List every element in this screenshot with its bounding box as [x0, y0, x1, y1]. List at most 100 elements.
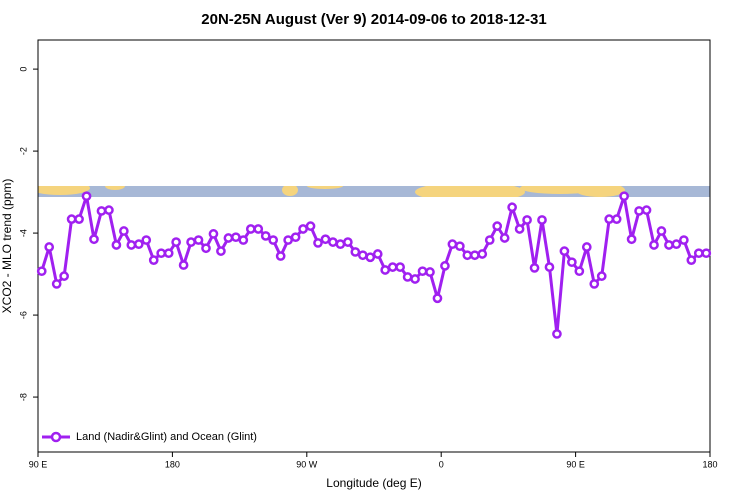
data-point — [36, 266, 47, 277]
data-point — [298, 224, 308, 234]
data-point — [514, 224, 525, 234]
data-point — [656, 226, 667, 236]
data-point — [559, 246, 570, 256]
data-point — [679, 235, 689, 245]
data-point — [544, 262, 555, 272]
data-point — [208, 229, 219, 239]
legend-label: Land (Nadir&Glint) and Ocean (Glint) — [76, 431, 257, 443]
data-point — [171, 237, 181, 247]
y-tick-label: 0 — [18, 67, 28, 72]
data-point — [626, 234, 637, 245]
data-point — [201, 243, 211, 254]
data-point — [484, 235, 495, 245]
data-point — [395, 262, 405, 272]
data-point — [51, 279, 62, 289]
data-point — [604, 214, 615, 224]
data-point — [567, 257, 577, 268]
data-point — [148, 255, 159, 265]
data-point — [156, 248, 167, 259]
data-point — [81, 191, 92, 202]
data-point — [574, 266, 585, 277]
x-tick-label: 90 W — [296, 459, 318, 469]
data-point — [372, 249, 383, 259]
x-axis-label: Longitude (deg E) — [326, 476, 421, 490]
data-point — [455, 241, 465, 252]
legend: Land (Nadir&Glint) and Ocean (Glint) — [42, 431, 257, 443]
data-point — [283, 235, 293, 245]
data-point — [522, 215, 532, 225]
data-point — [96, 206, 107, 216]
data-point — [462, 250, 473, 261]
data-point — [410, 274, 420, 284]
data-point — [178, 260, 189, 270]
data-point — [634, 206, 644, 216]
data-point — [119, 226, 129, 236]
data-point — [335, 239, 346, 250]
x-tick-label: 180 — [702, 459, 717, 469]
data-point — [417, 266, 428, 277]
data-point — [581, 242, 592, 252]
data-point — [66, 214, 77, 224]
data-point — [223, 233, 234, 243]
y-axis-label: XCO2 - MLO trend (ppm) — [0, 179, 14, 314]
data-point — [469, 250, 480, 261]
data-point — [507, 202, 517, 213]
x-tick-label: 90 E — [29, 459, 48, 469]
data-point — [477, 249, 488, 259]
data-point — [596, 271, 607, 281]
data-point — [59, 271, 69, 281]
y-tick-label: -4 — [18, 229, 28, 237]
data-point — [425, 267, 435, 277]
data-point — [320, 234, 331, 245]
data-point — [290, 232, 301, 243]
data-point — [686, 255, 697, 265]
data-point — [693, 248, 704, 259]
data-point — [111, 240, 122, 250]
plot-frame — [37, 39, 711, 453]
data-point — [529, 263, 540, 273]
data-point — [402, 272, 413, 282]
data-point — [492, 221, 503, 231]
data-point — [641, 205, 652, 215]
data-point — [357, 250, 368, 261]
data-point — [313, 238, 323, 248]
data-point — [664, 240, 674, 250]
data-point — [231, 232, 241, 243]
data-point — [328, 237, 338, 247]
data-point — [126, 240, 137, 250]
y-tick-label: -2 — [18, 147, 28, 155]
x-tick-label: 180 — [165, 459, 180, 469]
data-point — [186, 237, 196, 247]
data-point — [44, 242, 55, 252]
data-point — [104, 205, 114, 215]
data-point — [253, 224, 264, 234]
data-point — [268, 235, 279, 245]
data-point — [611, 214, 622, 224]
data-point — [619, 191, 629, 202]
data-point — [275, 251, 286, 261]
data-point — [380, 265, 391, 275]
data-point — [260, 231, 271, 241]
data-point — [343, 237, 353, 247]
data-point — [537, 215, 547, 225]
data-point — [350, 247, 361, 257]
x-tick-label: 90 E — [566, 459, 585, 469]
data-point — [163, 248, 174, 259]
data-point — [141, 235, 152, 245]
data-point — [365, 252, 376, 263]
data-point — [305, 221, 316, 231]
data-point — [193, 235, 204, 245]
y-tick-label: -6 — [18, 311, 28, 319]
data-point — [89, 234, 99, 245]
data-point — [133, 239, 144, 250]
data-point — [499, 233, 510, 243]
data-point — [245, 224, 256, 234]
data-point — [671, 239, 682, 250]
data-point — [74, 214, 84, 224]
legend-marker — [50, 431, 62, 443]
data-point — [387, 262, 398, 272]
data-point — [447, 239, 458, 250]
x-tick-label: 0 — [439, 459, 444, 469]
data-point — [552, 329, 562, 339]
